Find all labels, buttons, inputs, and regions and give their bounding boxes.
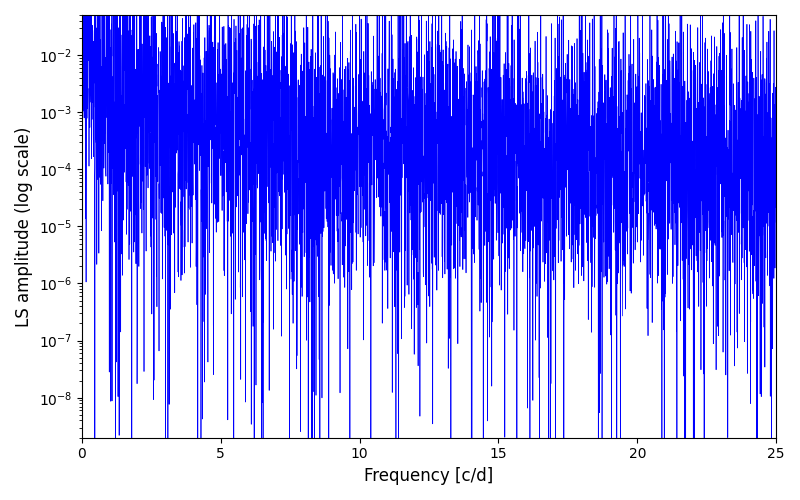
Y-axis label: LS amplitude (log scale): LS amplitude (log scale) xyxy=(15,126,33,326)
X-axis label: Frequency [c/d]: Frequency [c/d] xyxy=(364,467,494,485)
